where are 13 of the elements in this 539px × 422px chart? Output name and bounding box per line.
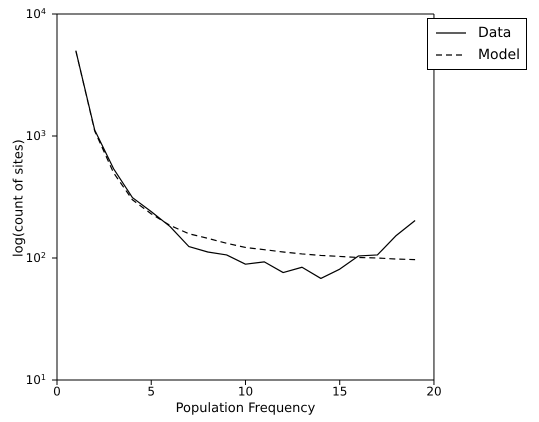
y-tick-label: 10$^{2}$ bbox=[26, 250, 46, 265]
x-axis-title: Population Frequency bbox=[176, 401, 316, 416]
x-tick-label: 0 bbox=[53, 384, 61, 399]
legend-label: Model bbox=[478, 47, 520, 63]
y-tick-label: 10$^{1}$ bbox=[26, 372, 46, 387]
x-tick-label: 20 bbox=[426, 384, 442, 399]
x-tick-label: 5 bbox=[147, 384, 156, 399]
y-tick-label: 10$^{3}$ bbox=[26, 128, 46, 143]
legend-label: Data bbox=[478, 25, 512, 41]
y-axis-title: log(count of sites) bbox=[12, 139, 27, 257]
y-tick-label: 10$^{4}$ bbox=[26, 6, 46, 21]
x-tick-label: 15 bbox=[332, 384, 348, 399]
x-tick-label: 10 bbox=[238, 384, 254, 399]
